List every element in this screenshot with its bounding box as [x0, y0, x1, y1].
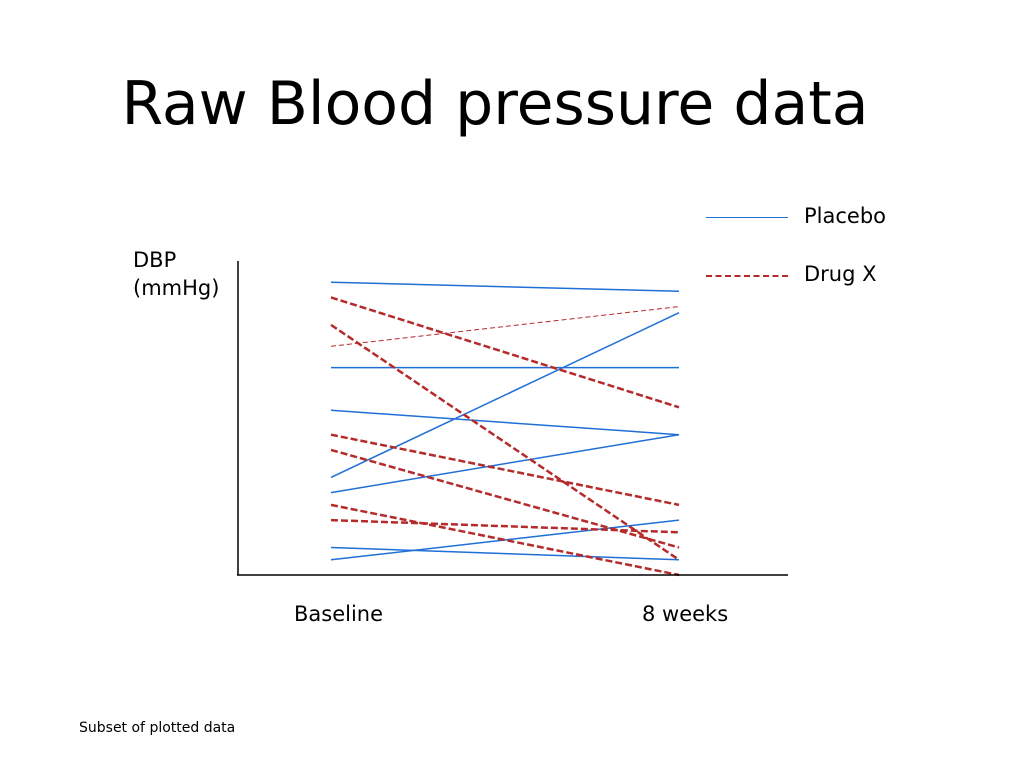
placebo-line-5	[330, 433, 680, 494]
legend-label-drug-x: Drug X	[804, 262, 877, 286]
placebo-line-1	[330, 281, 680, 293]
placebo-line-7	[330, 519, 680, 561]
legend-item-drug-x: Drug X	[704, 258, 924, 288]
drug-x-line-8	[330, 296, 680, 409]
placebo-line-3	[330, 409, 680, 436]
drug-x-line-9	[330, 323, 680, 561]
legend-swatch-drug-x	[706, 275, 788, 277]
drug-x-line-10	[330, 306, 680, 347]
legend-item-placebo: Placebo	[704, 200, 924, 230]
drug-x-line-12	[330, 448, 680, 549]
x-tick-label-baseline: Baseline	[294, 602, 384, 626]
slide-title: Raw Blood pressure data	[121, 69, 869, 139]
placebo-line-6	[330, 546, 680, 561]
drug-x-line-11	[330, 433, 680, 507]
drug-x-line-14	[330, 518, 680, 534]
placebo-line-4	[330, 312, 680, 479]
footnote: Subset of plotted data	[79, 720, 236, 736]
x-tick-label-8-weeks: 8 weeks	[642, 602, 729, 626]
drug-x-line-13	[330, 503, 680, 577]
series-lines	[330, 281, 680, 577]
legend-swatch-placebo	[706, 217, 788, 218]
y-axis-label-line-1: DBP	[133, 248, 177, 272]
y-axis-label-line-2: (mmHg)	[133, 276, 220, 300]
y-axis-label: DBP (mmHg)	[133, 246, 219, 302]
legend-label-placebo: Placebo	[804, 204, 887, 228]
